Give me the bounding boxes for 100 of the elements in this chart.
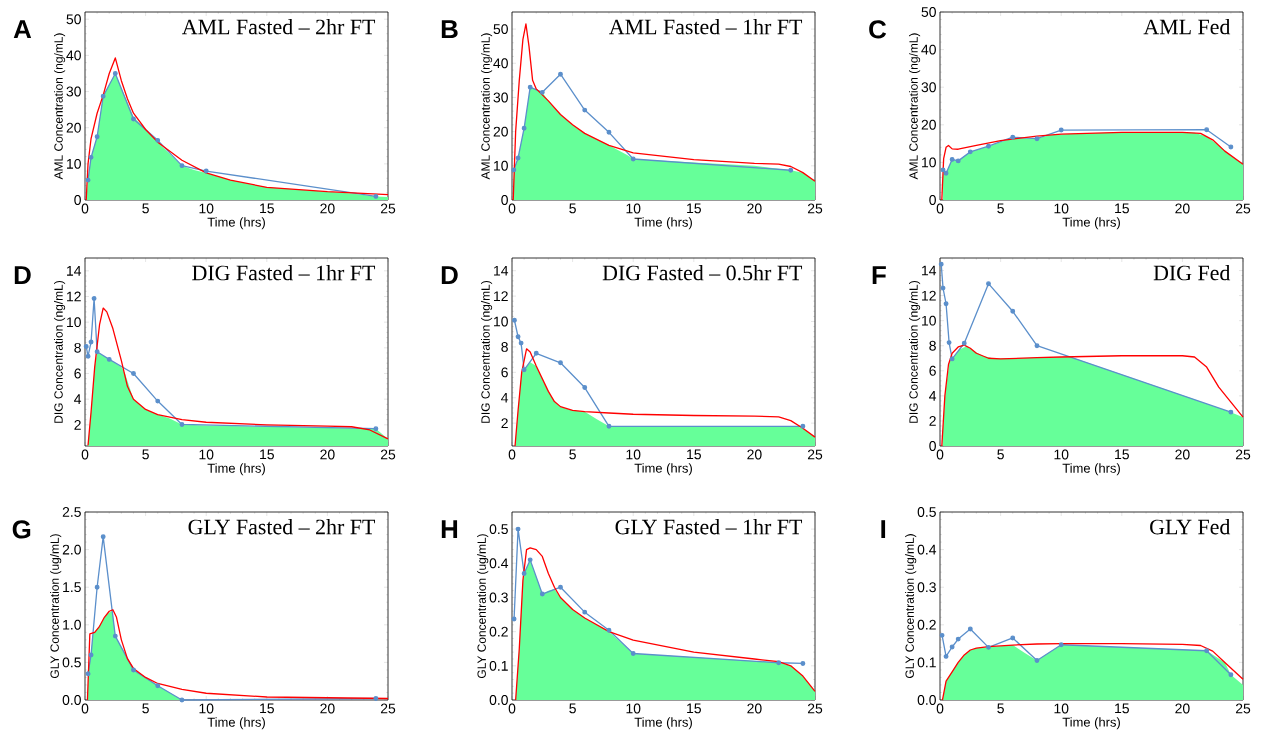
point: [521, 367, 527, 373]
point: [986, 644, 991, 650]
point: [94, 349, 100, 355]
y-tick-label: 0: [501, 195, 508, 205]
point: [800, 423, 806, 429]
chart-title: DIG Fed: [1153, 264, 1231, 281]
point: [100, 93, 106, 99]
point: [1204, 648, 1210, 654]
x-tick-label: 5: [569, 703, 576, 714]
y-tick-label: 0.1: [489, 660, 508, 671]
x-tick-label: 5: [569, 203, 576, 214]
y-axis-title: GLY Concentration (ug/mL): [477, 534, 489, 679]
y-axis-title: AML Concentration (ng/mL): [909, 33, 921, 180]
point: [539, 89, 545, 95]
x-tick-label: 15: [260, 449, 274, 460]
y-tick-label: 0.3: [489, 592, 508, 603]
point: [943, 301, 949, 307]
x-tick-label: 20: [747, 203, 762, 214]
point: [1228, 144, 1234, 150]
y-tick-label: 8: [929, 340, 936, 351]
x-tick-label: 0: [81, 203, 89, 214]
y-tick-label: 40: [921, 44, 936, 55]
y-tick-label: 40: [66, 50, 81, 61]
y-tick-label: 30: [921, 82, 936, 93]
point: [1010, 635, 1016, 641]
x-tick-label: 0: [936, 449, 944, 460]
y-tick-label: 6: [74, 368, 81, 379]
x-tick-label: 10: [199, 203, 214, 214]
point: [1204, 127, 1210, 133]
x-tick-label: 20: [1175, 703, 1190, 714]
x-tick-label: 5: [997, 203, 1004, 214]
point: [83, 344, 89, 349]
point: [788, 167, 794, 173]
point: [606, 423, 612, 429]
y-tick-label: 8: [501, 341, 508, 352]
point: [1034, 658, 1040, 663]
y-axis-title: AML Concentration (ng/mL): [53, 33, 66, 180]
point: [85, 353, 91, 359]
y-tick-label: 6: [501, 367, 508, 378]
x-tick-label: 5: [997, 449, 1004, 460]
x-tick-label: 15: [1115, 703, 1129, 714]
chart-title: GLY Fasted – 2hr FT: [188, 518, 376, 535]
x-tick-label: 10: [1054, 203, 1069, 214]
y-tick-label: 10: [922, 315, 936, 326]
y-tick-label: 1.0: [63, 619, 81, 630]
y-tick-label: 0.3: [917, 582, 936, 593]
point: [800, 660, 806, 666]
x-tick-label: 20: [320, 203, 335, 214]
x-tick-label: 25: [1235, 449, 1251, 460]
x-tick-label: 0: [81, 703, 89, 714]
y-axis-title: DIG Concentration (ng/mL): [53, 281, 66, 423]
point: [986, 281, 991, 287]
y-tick-label: 0.0: [917, 695, 936, 705]
x-tick-label: 15: [260, 703, 274, 714]
x-tick-label: 15: [687, 203, 701, 214]
point: [539, 591, 545, 597]
point: [1058, 642, 1064, 648]
point: [582, 609, 588, 615]
point: [131, 371, 136, 376]
y-tick-label: 4: [929, 391, 937, 401]
y-tick-label: 30: [66, 86, 81, 97]
point: [940, 285, 946, 291]
y-tick-label: 50: [66, 14, 81, 25]
y-tick-label: 0: [929, 441, 936, 451]
y-tick-label: 0: [929, 195, 936, 205]
point: [112, 71, 118, 76]
text: G: [12, 520, 31, 539]
x-tick-label: 10: [626, 703, 641, 714]
point: [88, 652, 94, 658]
y-tick-label: 10: [67, 317, 81, 328]
point: [94, 134, 100, 140]
y-axis-title: DIG Concentration (ng/mL): [909, 281, 921, 423]
x-tick-label: 15: [1115, 449, 1129, 460]
point: [373, 193, 379, 199]
text: F: [872, 266, 886, 285]
point: [106, 356, 112, 362]
x-tick-label: 25: [380, 703, 396, 714]
chart-title: GLY Fed: [1150, 518, 1231, 535]
y-tick-label: 2.5: [62, 507, 81, 517]
chart-title: DIG Fasted – 1hr FT: [192, 264, 376, 281]
point: [527, 84, 533, 90]
y-tick-label: 12: [922, 290, 936, 301]
point: [955, 158, 961, 164]
point: [155, 683, 161, 689]
point: [515, 155, 521, 161]
chart-title: AML Fasted – 1hr FT: [609, 18, 803, 35]
point: [1010, 308, 1016, 314]
line-series: [514, 348, 816, 447]
y-tick-label: 0.2: [489, 626, 508, 637]
point: [85, 671, 91, 677]
y-tick-label: 14: [494, 265, 509, 276]
x-tick-label: 20: [747, 449, 762, 460]
x-tick-label: 25: [1235, 203, 1251, 214]
y-tick-label: 20: [921, 119, 936, 130]
x-axis-title: Time (hrs): [207, 717, 265, 730]
point: [100, 534, 106, 540]
text: B: [441, 20, 458, 39]
y-tick-label: 2: [929, 416, 936, 426]
point: [967, 149, 973, 155]
y-tick-label: 0.0: [489, 695, 508, 705]
